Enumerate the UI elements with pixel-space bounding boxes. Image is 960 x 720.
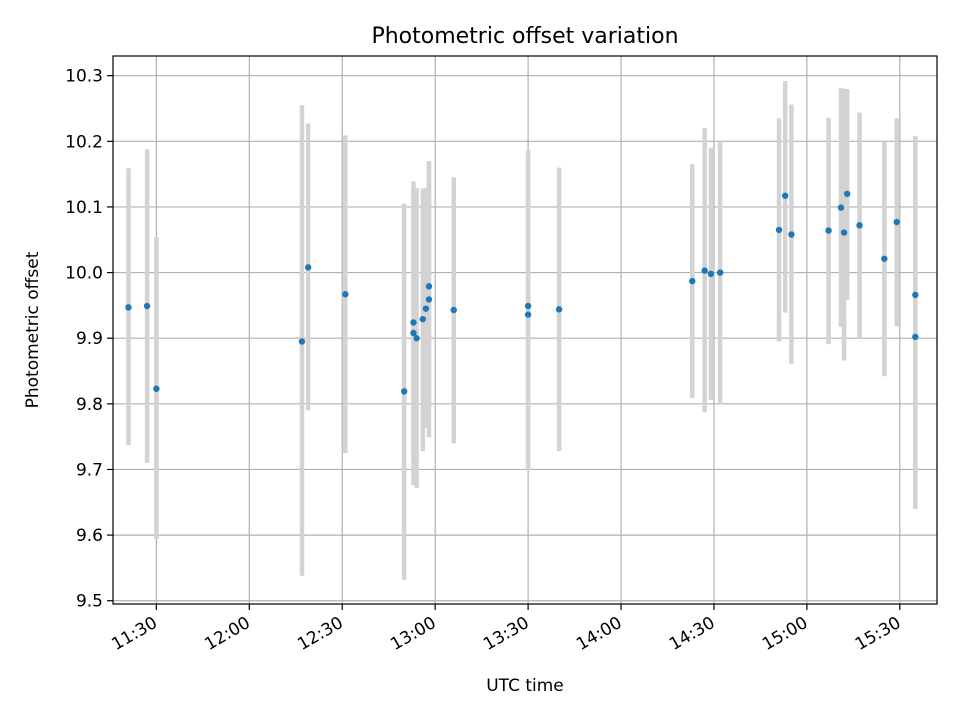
data-point	[912, 291, 919, 299]
data-point	[524, 302, 532, 310]
data-point	[425, 283, 433, 290]
y-axis-label: Photometric offset	[23, 251, 43, 408]
data-point	[425, 296, 433, 303]
data-point	[125, 304, 132, 311]
data-point	[422, 305, 430, 312]
y-tick-label: 10.1	[65, 198, 103, 218]
y-axis-ticks: 9.5 9.6 9.7 9.8 9.9 10.0 10.1 10.2 10.3	[65, 67, 113, 612]
data-point	[304, 264, 312, 271]
data-point	[881, 255, 888, 262]
data-point	[524, 311, 532, 318]
data-points	[125, 190, 919, 395]
data-point	[419, 315, 426, 323]
data-point	[707, 270, 715, 278]
data-point	[400, 388, 408, 395]
y-tick-label: 10.2	[65, 132, 103, 152]
y-tick-label: 9.7	[76, 460, 103, 480]
plot-frame	[112, 55, 938, 605]
y-tick-label: 10.3	[65, 67, 103, 87]
data-point	[856, 222, 863, 229]
data-point	[701, 267, 708, 274]
data-point	[843, 190, 851, 198]
x-axis-label: UTC time	[486, 676, 564, 696]
data-point	[689, 277, 696, 285]
data-point	[410, 319, 417, 326]
y-tick-label: 10.0	[65, 264, 103, 284]
data-point	[716, 269, 724, 276]
data-point	[342, 291, 349, 298]
data-point	[410, 329, 417, 337]
data-point	[143, 302, 151, 310]
y-tick-label: 9.6	[76, 526, 103, 546]
data-point	[413, 335, 420, 342]
data-point	[298, 338, 306, 345]
data-point	[555, 306, 563, 313]
grid	[113, 56, 937, 604]
data-point	[153, 385, 160, 392]
chart-title: Photometric offset variation	[371, 24, 678, 49]
data-point	[893, 218, 900, 226]
data-point	[788, 231, 795, 238]
y-tick-label: 9.9	[76, 329, 103, 349]
data-point	[912, 333, 919, 341]
y-tick-label: 9.8	[76, 395, 103, 415]
data-point	[837, 204, 845, 211]
data-point	[782, 192, 789, 199]
data-point	[775, 226, 783, 234]
data-point	[825, 227, 832, 234]
y-tick-label: 9.5	[76, 592, 103, 612]
data-point	[450, 306, 457, 314]
data-point	[840, 229, 848, 236]
